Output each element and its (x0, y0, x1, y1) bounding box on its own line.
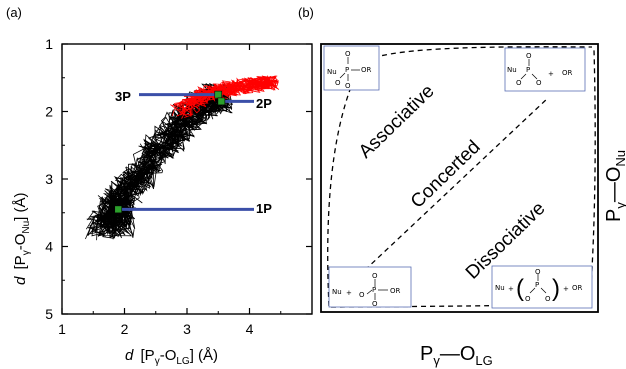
y-tick-label: 2 (45, 104, 53, 120)
pb-x-rest: —O (440, 343, 476, 365)
trajectory-black-cluster (102, 191, 135, 238)
chem-br-o-top: O (535, 268, 541, 276)
chem-tl-o-bottom: O (345, 82, 351, 90)
associative-boundary (327, 46, 593, 307)
chem-br-paren-close: ) (552, 275, 560, 302)
trajectory-red-line (173, 75, 280, 112)
panel-b-frame (320, 43, 599, 313)
y-axis-main: [P (12, 255, 29, 269)
chem-br-o-left: O (525, 295, 531, 303)
annotation-1p: 1P (256, 201, 272, 216)
chem-tr-nu: Nu (507, 66, 517, 74)
marker-2p (217, 97, 226, 106)
x-tick-label: 3 (183, 321, 191, 337)
panel-b-label: (b) (298, 5, 314, 20)
chem-br-plus-2: + (563, 285, 569, 293)
pb-x-main: P (420, 343, 433, 365)
chem-box-bottom-left: Nu + O P OR O O (328, 266, 412, 308)
y-axis-suffix: ] (Å) (12, 192, 29, 220)
x-axis-suffix: ] (Å) (190, 347, 218, 364)
trajectory-black-line (86, 84, 223, 227)
trajectory-black-cluster (98, 195, 126, 239)
pb-x-sub: γ (433, 353, 440, 368)
y-axis-prefix: d (12, 276, 29, 285)
chem-bl-or: OR (390, 287, 401, 295)
x-axis-mid: -O (160, 347, 177, 364)
chem-br-or: OR (572, 284, 583, 292)
panel-a-x-axis-label: d [Pγ-OLG] (Å) (125, 347, 218, 367)
chem-bl-p: P (372, 286, 376, 294)
chem-tr-o-top: O (526, 52, 532, 60)
chem-bl-nu: Nu (332, 288, 342, 296)
x-axis-sub1: γ (155, 356, 160, 367)
chem-bl-o-top: O (372, 272, 378, 280)
trajectory-black-line (99, 83, 224, 239)
panel-b-x-axis-label: Pγ—OLG (420, 343, 493, 368)
x-tick-label: 2 (121, 321, 129, 337)
chem-tl-p: P (345, 66, 349, 74)
x-tick-label: 4 (246, 321, 254, 337)
pb-x-sub2: LG (475, 353, 492, 368)
y-axis-mid: -O (12, 234, 29, 251)
x-axis-main: [P (141, 347, 155, 364)
chem-br-p: P (535, 281, 539, 289)
y-tick-label: 3 (45, 171, 53, 187)
chem-br-paren-open: ( (516, 275, 524, 302)
pb-y-sub2: Nu (613, 150, 626, 167)
panel-a-label: (a) (6, 5, 22, 20)
chem-bl-o-left: O (359, 291, 365, 299)
x-axis-prefix: d (125, 347, 134, 364)
chem-tl-o-top: O (345, 50, 351, 58)
y-axis-sub2: Nu (21, 221, 32, 234)
marker-1p (114, 205, 123, 214)
x-axis-sub2: LG (176, 356, 190, 367)
chem-tl-or: OR (361, 66, 372, 74)
region-concerted: Concerted (407, 137, 485, 213)
chem-br-o-right: O (545, 295, 551, 303)
pb-y-rest: —O (603, 167, 625, 203)
chem-tr-plus: + (548, 70, 554, 78)
chem-bl-plus: + (346, 289, 352, 297)
pb-y-main: P (603, 209, 625, 222)
chem-tr-o-left: O (516, 79, 522, 87)
marker-3p (214, 90, 223, 99)
chem-box-top-right: Nu O P O O + OR (504, 47, 586, 92)
y-tick-label: 5 (45, 306, 53, 322)
y-tick-label: 4 (45, 239, 53, 255)
region-associative: Associative (355, 81, 439, 163)
panel-a-frame (61, 43, 313, 315)
chem-box-bottom-right: Nu + ( O P O O ) + OR (491, 265, 593, 309)
chem-tl-o-left: O (335, 79, 341, 87)
chem-tr-or: OR (562, 69, 573, 77)
chem-br-nu: Nu (495, 284, 505, 292)
annotation-2p: 2P (256, 96, 272, 111)
chem-tl-nu: Nu (327, 68, 337, 76)
axis-ticks: 1 2 3 4 1 2 3 4 5 (45, 36, 312, 337)
panel-a-y-axis-label: d [Pγ-ONu] (Å) (12, 192, 32, 285)
panel-a-plot: 1 2 3 4 1 2 3 4 5 (45, 36, 313, 337)
chem-bl-o-bottom: O (372, 300, 378, 308)
annotation-3p: 3P (115, 89, 131, 104)
dissociative-boundary (330, 49, 596, 308)
chem-box-top-left: Nu O P OR O O (323, 45, 380, 91)
y-axis-sub1: γ (21, 250, 32, 255)
chem-tr-o-right: O (536, 79, 542, 87)
trajectory-red (170, 74, 280, 119)
pb-y-sub: γ (613, 202, 626, 209)
trajectory-black (85, 82, 233, 241)
x-tick-label: 1 (58, 321, 66, 337)
trajectory-red-line (171, 75, 276, 117)
panel-b-y-axis-label: Pγ—ONu (603, 150, 626, 222)
concerted-diagonal (364, 97, 549, 271)
chem-tr-p: P (526, 66, 530, 74)
state-markers (114, 90, 254, 214)
chem-br-plus-1: + (508, 285, 514, 293)
y-tick-label: 1 (45, 36, 53, 52)
